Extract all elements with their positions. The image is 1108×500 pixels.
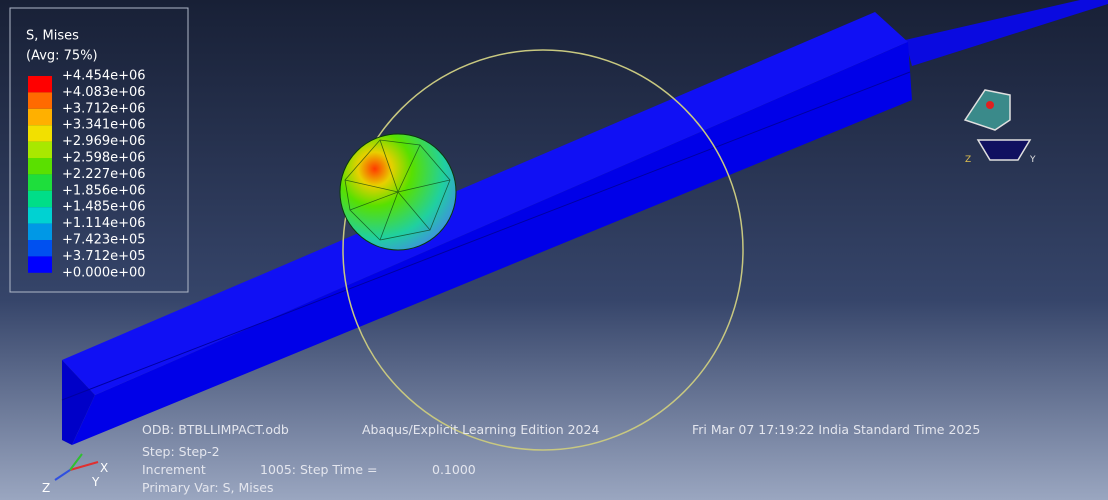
- selection-circle: [342, 49, 744, 451]
- odb-name: ODB: BTBLLIMPACT.odb: [142, 422, 289, 437]
- legend-swatch: [28, 190, 52, 208]
- view-cube-top: [963, 89, 1011, 131]
- bat-model: [61, 0, 1108, 445]
- ball-model: [339, 133, 457, 251]
- axis-triad: X Y Z: [42, 453, 108, 495]
- legend-swatch: [28, 256, 52, 273]
- step: Step: Step-2: [142, 444, 220, 459]
- bat-edge: [61, 71, 911, 401]
- legend-swatch: [28, 223, 52, 240]
- legend-subtitle: (Avg: 75%): [26, 49, 98, 64]
- legend-swatch: [28, 92, 52, 109]
- bat-front-face: [72, 42, 912, 445]
- primary-var: Primary Var: S, Mises: [142, 480, 273, 495]
- legend-swatch: [28, 108, 52, 126]
- step-time: 0.1000: [432, 462, 476, 477]
- bat-top-face: [62, 12, 908, 395]
- legend-title: S, Mises: [26, 29, 79, 44]
- legend-label: +7.423e+05: [62, 233, 146, 248]
- legend-label: +4.454e+06: [62, 69, 146, 84]
- legend-swatch: [28, 158, 52, 175]
- view-triad-y: Y: [1029, 155, 1036, 165]
- legend-label: +2.598e+06: [62, 151, 146, 166]
- legend-label: +4.083e+06: [62, 85, 146, 100]
- edition: Abaqus/Explicit Learning Edition 2024: [362, 422, 599, 437]
- legend-label: +0.000e+00: [62, 265, 146, 280]
- legend-label: +1.856e+06: [62, 183, 146, 198]
- ball-mesh: [344, 139, 451, 241]
- legend-label: +2.969e+06: [62, 134, 146, 149]
- triad-z-axis: [54, 469, 71, 481]
- legend-swatch: [28, 125, 52, 142]
- triad-y: Y: [91, 475, 100, 489]
- view-triad-z: Z: [965, 155, 971, 165]
- increment-label: Increment: [142, 462, 206, 477]
- triad-x-axis: [69, 461, 99, 471]
- date: Fri Mar 07 17:19:22 India Standard Time …: [692, 422, 980, 437]
- triad-x: X: [100, 461, 108, 475]
- view-cube-bottom: [976, 139, 1032, 161]
- legend: S, Mises (Avg: 75%) +4.454e+06+4.083e+06…: [9, 7, 189, 293]
- triad-y-axis: [69, 453, 83, 471]
- legend-label: +3.712e+05: [62, 249, 146, 264]
- legend-swatch: [28, 174, 52, 191]
- legend-label: +1.114e+06: [62, 216, 146, 231]
- increment: 1005: Step Time =: [260, 462, 377, 477]
- bat-handle: [905, 0, 1108, 66]
- legend-swatch: [28, 207, 52, 224]
- legend-box: [9, 7, 189, 293]
- legend-label: +1.485e+06: [62, 200, 146, 215]
- legend-swatch: [28, 76, 52, 93]
- view-cube-dot: [986, 101, 994, 109]
- legend-label: +2.227e+06: [62, 167, 146, 182]
- triad-z: Z: [42, 481, 50, 495]
- legend-swatch: [28, 141, 52, 158]
- view-cube: Z Y: [963, 89, 1036, 165]
- bat-end-face: [62, 360, 95, 445]
- legend-label: +3.712e+06: [62, 101, 146, 116]
- legend-swatch: [28, 240, 52, 257]
- info-block: ODB: BTBLLIMPACT.odb Abaqus/Explicit Lea…: [142, 422, 980, 495]
- legend-label: +3.341e+06: [62, 118, 146, 133]
